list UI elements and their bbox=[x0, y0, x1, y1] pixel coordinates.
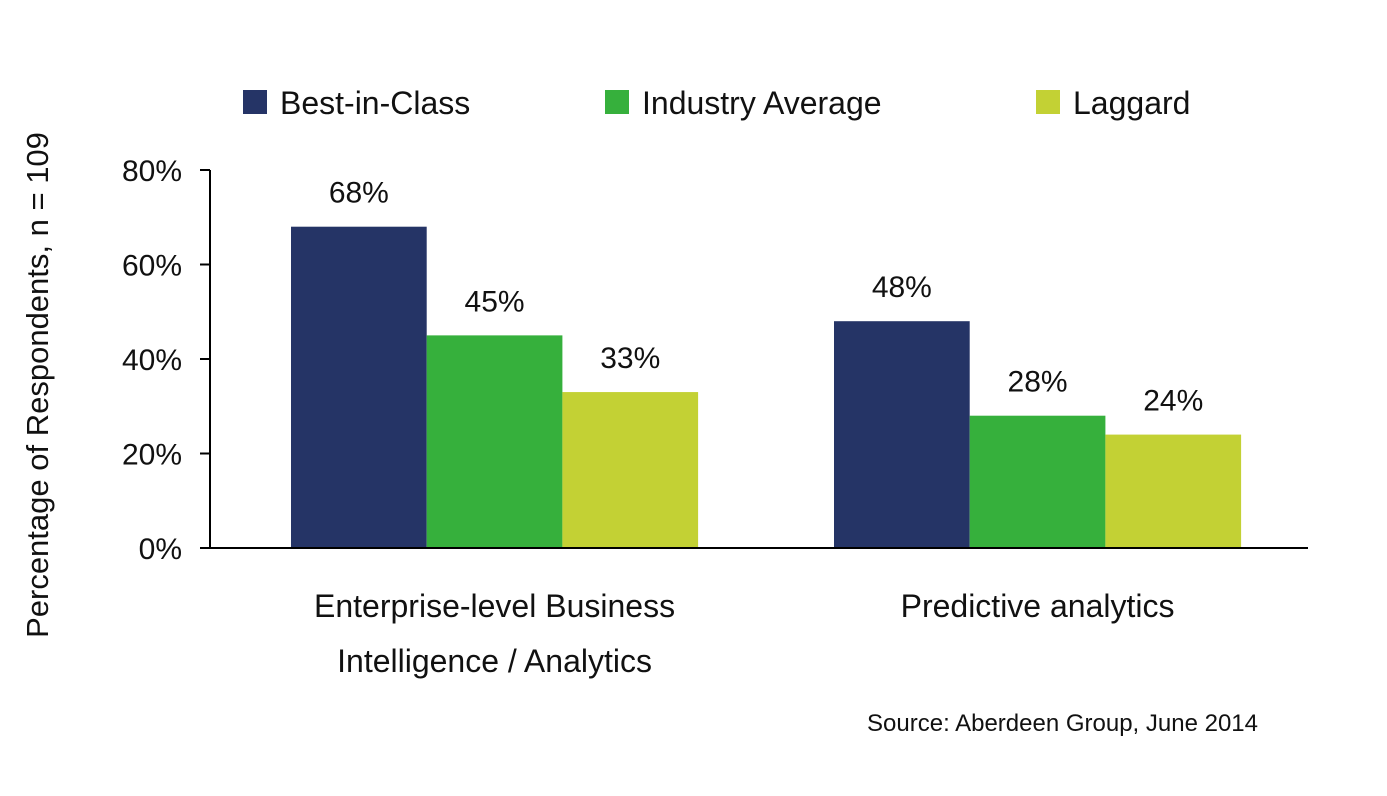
data-label: 48% bbox=[872, 271, 932, 304]
legend-label: Industry Average bbox=[642, 85, 882, 121]
x-category-label: Enterprise-level Business bbox=[314, 588, 675, 624]
data-label: 24% bbox=[1143, 385, 1203, 418]
bars: 68% 45% 33% 48% 28% 24% bbox=[291, 177, 1242, 548]
bar bbox=[1105, 434, 1242, 548]
bar bbox=[562, 392, 699, 548]
legend-label: Laggard bbox=[1073, 85, 1190, 121]
legend: Best-in-Class Industry Average Laggard bbox=[243, 85, 1190, 121]
x-category-label: Predictive analytics bbox=[901, 588, 1175, 624]
y-tick-label: 40% bbox=[122, 344, 182, 377]
y-axis-label: Percentage of Respondents, n = 109 bbox=[20, 132, 55, 638]
data-label: 33% bbox=[600, 342, 660, 375]
x-category-label: Intelligence / Analytics bbox=[337, 643, 652, 679]
y-tick-label: 20% bbox=[122, 439, 182, 472]
y-tick-label: 60% bbox=[122, 250, 182, 283]
legend-swatch bbox=[1036, 90, 1060, 114]
legend-swatch bbox=[243, 90, 267, 114]
source-note: Source: Aberdeen Group, June 2014 bbox=[867, 710, 1258, 737]
bar bbox=[834, 321, 970, 548]
legend-swatch bbox=[605, 90, 629, 114]
y-tick-label: 0% bbox=[139, 533, 182, 566]
data-label: 68% bbox=[329, 177, 389, 210]
bar bbox=[969, 415, 1106, 548]
bar bbox=[291, 226, 427, 548]
data-label: 45% bbox=[465, 285, 525, 318]
legend-label: Best-in-Class bbox=[280, 85, 470, 121]
y-tick-label: 80% bbox=[122, 155, 182, 188]
x-axis: Enterprise-level Business Intelligence / … bbox=[210, 547, 1308, 679]
y-axis: 0% 20% 40% 60% 80% bbox=[122, 155, 211, 566]
data-label: 28% bbox=[1008, 366, 1068, 399]
bar bbox=[426, 335, 563, 548]
